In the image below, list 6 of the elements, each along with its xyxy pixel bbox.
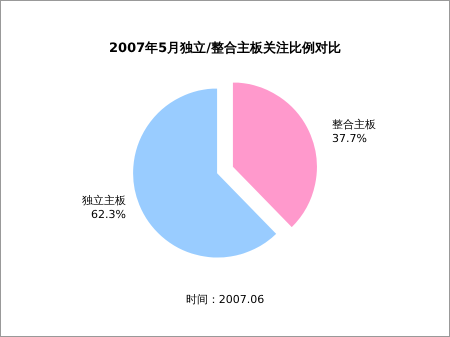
data-label: 62.3% [91,208,126,222]
slice-label: 整合主板 [332,118,376,131]
text: 时间：2007.06 [186,293,264,306]
slice-label: 独立主板 [82,194,126,208]
chart-title: 2007年5月独立/整合主板关注比例对比 [109,40,341,56]
data-label: 37.7% [332,132,367,145]
